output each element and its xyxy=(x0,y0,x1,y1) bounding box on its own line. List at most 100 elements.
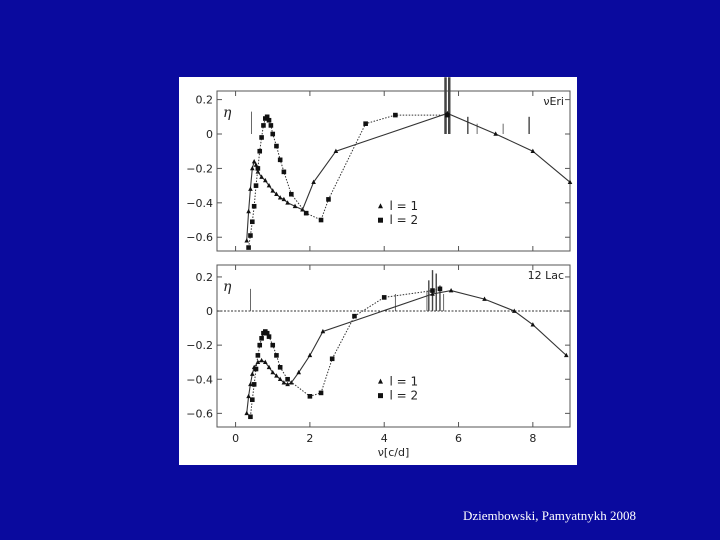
data-point-triangle xyxy=(563,352,569,358)
data-point-square xyxy=(255,166,261,171)
data-point-square xyxy=(393,112,398,118)
data-point-triangle xyxy=(482,296,487,301)
data-point-triangle xyxy=(250,165,255,171)
data-point-triangle xyxy=(281,380,287,385)
data-point-triangle xyxy=(246,208,251,214)
data-point-triangle xyxy=(448,287,454,293)
data-point-triangle xyxy=(263,359,268,364)
legend-marker-square xyxy=(377,217,383,223)
data-point-triangle xyxy=(511,308,517,313)
data-point-square xyxy=(437,286,443,292)
data-point-triangle xyxy=(530,148,536,154)
data-point-triangle xyxy=(259,174,264,179)
data-point-square xyxy=(270,342,276,348)
y-tick-label: −0.4 xyxy=(186,197,213,210)
data-point-triangle xyxy=(244,238,250,243)
data-point-square xyxy=(326,197,331,202)
data-point-square xyxy=(259,135,264,140)
data-point-square xyxy=(259,336,264,341)
y-tick-label: −0.6 xyxy=(186,231,213,244)
legend-marker-triangle xyxy=(377,378,383,384)
citation-text: Dziembowski, Pamyatnykh 2008 xyxy=(463,508,636,523)
data-point-square xyxy=(257,148,263,154)
data-point-square xyxy=(274,143,279,149)
data-point-square xyxy=(250,397,255,403)
data-point-square xyxy=(281,169,287,175)
legend-label: l = 2 xyxy=(389,213,418,227)
plot-frame xyxy=(216,90,571,252)
data-point-triangle xyxy=(248,381,253,387)
data-point-square xyxy=(253,183,259,188)
panel-1: 0.2 0 −0.2 −0.4 −0.6 η νEri l = 1l = 2 xyxy=(186,77,573,252)
data-point-triangle xyxy=(259,357,264,363)
data-point-triangle xyxy=(266,183,272,188)
data-point-square xyxy=(248,414,253,420)
data-point-triangle xyxy=(266,364,272,370)
data-point-triangle xyxy=(248,186,253,191)
data-point-square xyxy=(430,288,435,293)
data-point-square xyxy=(381,295,387,300)
data-point-square xyxy=(251,382,257,387)
legend-label: l = 1 xyxy=(389,375,418,389)
series-line-l2 xyxy=(248,114,448,248)
y-tick-label: 0.2 xyxy=(196,271,214,284)
data-point-triangle xyxy=(311,179,316,184)
data-point-triangle xyxy=(530,322,536,327)
data-point-square xyxy=(285,376,290,382)
data-point-triangle xyxy=(246,393,251,399)
data-point-square xyxy=(352,313,357,319)
data-point-triangle xyxy=(263,177,268,183)
legend-marker-triangle xyxy=(377,203,383,209)
data-point-triangle xyxy=(285,381,290,387)
data-point-square xyxy=(250,219,255,225)
y-tick-label: −0.4 xyxy=(186,373,213,386)
data-point-square xyxy=(445,112,450,118)
data-point-square xyxy=(255,353,261,358)
data-point-triangle xyxy=(253,162,259,167)
data-point-triangle xyxy=(281,196,287,202)
data-point-square xyxy=(270,131,276,137)
data-point-triangle xyxy=(270,369,276,375)
data-point-square xyxy=(307,394,313,399)
data-point-square xyxy=(261,123,266,128)
data-point-triangle xyxy=(292,203,298,209)
data-point-triangle xyxy=(285,200,290,205)
y-axis-label: η xyxy=(223,279,232,295)
data-point-square xyxy=(246,245,251,250)
legend-label: l = 1 xyxy=(389,199,418,213)
y-tick-label: −0.6 xyxy=(186,407,213,420)
x-axis-title: ν[c/d] xyxy=(378,446,409,459)
data-point-triangle xyxy=(255,169,261,174)
data-point-square xyxy=(289,191,294,197)
data-point-triangle xyxy=(296,369,302,375)
x-tick-label: 6 xyxy=(455,432,462,445)
y-axis-label: η xyxy=(223,105,232,121)
data-point-square xyxy=(251,203,257,209)
data-point-square xyxy=(264,330,270,336)
data-point-square xyxy=(303,210,309,216)
data-point-square xyxy=(264,114,270,120)
data-point-triangle xyxy=(244,410,250,416)
data-point-triangle xyxy=(277,195,283,200)
y-tick-label: −0.2 xyxy=(186,162,213,175)
data-point-triangle xyxy=(251,158,257,164)
data-point-triangle xyxy=(430,291,435,296)
y-tick-label: 0 xyxy=(206,305,213,318)
data-point-triangle xyxy=(493,131,498,136)
data-point-triangle xyxy=(250,371,255,376)
data-point-square xyxy=(266,117,272,123)
panel-2: 0.2 0 −0.2 −0.4 −0.6 0 2 4 6 8 η 12 Lac l = 1l = 2 ν[… xyxy=(186,264,571,459)
legend-label: l = 2 xyxy=(389,389,418,403)
data-point-square xyxy=(257,342,263,348)
data-point-triangle xyxy=(320,328,326,334)
data-point-square xyxy=(363,121,368,126)
data-point-triangle xyxy=(274,373,279,378)
data-point-triangle xyxy=(333,148,339,154)
legend-marker-square xyxy=(377,393,383,399)
data-point-square xyxy=(274,353,279,358)
data-point-square xyxy=(253,366,259,372)
data-point-triangle xyxy=(307,352,313,358)
x-tick-label: 8 xyxy=(529,432,536,445)
